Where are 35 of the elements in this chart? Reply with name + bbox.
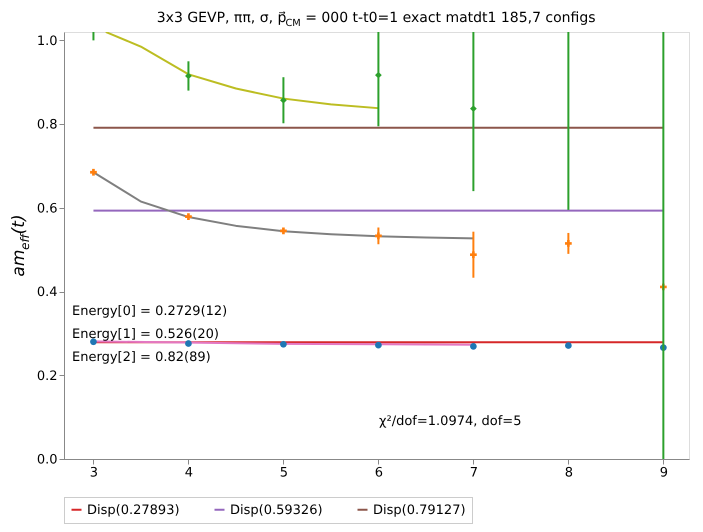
line-series (104, 32, 380, 110)
point (185, 72, 192, 80)
x-tick-label: 9 (660, 466, 668, 480)
point (565, 342, 572, 349)
annotation: Energy[2] = 0.82(89) (72, 350, 211, 365)
point (375, 342, 382, 348)
annotation: Energy[0] = 0.2729(12) (72, 304, 228, 319)
point (280, 340, 287, 348)
x-tick-label: 5 (280, 466, 288, 480)
legend-label: Disp(0.59326) (230, 502, 323, 518)
point (470, 251, 477, 258)
x-tick-label: 6 (374, 466, 384, 480)
y-axis-title: ameff(t) (9, 214, 32, 277)
x-tick-label: 3 (90, 466, 98, 480)
x-tick-label: 4 (184, 466, 194, 480)
y-tick-label: 1.0 (36, 34, 58, 49)
point (185, 340, 192, 347)
y-tick-label: 0.0 (36, 452, 58, 468)
y-tick-label: 0.6 (36, 201, 58, 216)
point (470, 343, 477, 350)
point (90, 168, 97, 176)
y-tick-label: 0.8 (36, 118, 58, 133)
point (375, 232, 382, 240)
legend-label: Disp(0.79127) (373, 502, 466, 518)
annotation: χ²/dof=1.0974, dof=5 (379, 414, 522, 429)
x-tick-label: 8 (564, 466, 574, 480)
point (185, 213, 192, 220)
point (280, 96, 287, 104)
point (280, 227, 287, 234)
legend-label: Disp(0.27893) (87, 502, 180, 518)
y-tick-label: 0.4 (36, 285, 58, 300)
x-tick-label: 7 (470, 466, 478, 480)
annotation: Energy[1] = 0.526(20) (72, 327, 219, 342)
point (565, 240, 572, 247)
y-tick-label: 0.2 (36, 368, 58, 384)
